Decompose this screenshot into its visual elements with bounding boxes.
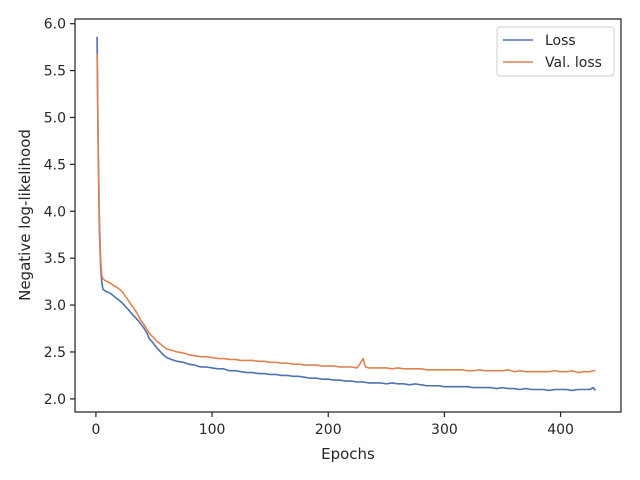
y-tick-label: 4.0: [44, 204, 66, 220]
y-tick-label: 3.5: [44, 251, 66, 267]
plot-frame: [74, 18, 622, 413]
y-tick-label: 5.5: [44, 64, 66, 80]
y-tick-label: 6.0: [44, 17, 66, 33]
legend: Loss Val. loss: [496, 26, 615, 77]
legend-label-loss: Loss: [545, 33, 576, 49]
y-tick-label: 4.5: [44, 157, 66, 173]
y-axis: 2.0 2.5 3.0 3.5 4.0 4.5 5.0 5.5 6.0: [44, 17, 75, 408]
x-tick-label: 0: [91, 422, 100, 438]
series-line-loss: [96, 36, 597, 392]
y-tick-label: 3.0: [44, 298, 66, 314]
y-tick-label: 5.0: [44, 110, 66, 126]
x-axis-label: Epochs: [321, 445, 375, 463]
x-tick-label: 200: [315, 422, 342, 438]
series-layer: [96, 36, 597, 392]
x-tick-label: 300: [431, 422, 458, 438]
x-tick-label: 400: [547, 422, 574, 438]
y-axis-label: Negative log-likelihood: [16, 129, 34, 301]
x-axis: 0 100 200 300 400: [91, 412, 574, 438]
x-tick-label: 100: [199, 422, 226, 438]
y-tick-label: 2.5: [44, 345, 66, 361]
legend-label-val-loss: Val. loss: [545, 55, 602, 71]
series-line-val-loss: [96, 53, 596, 374]
y-tick-label: 2.0: [44, 392, 66, 408]
